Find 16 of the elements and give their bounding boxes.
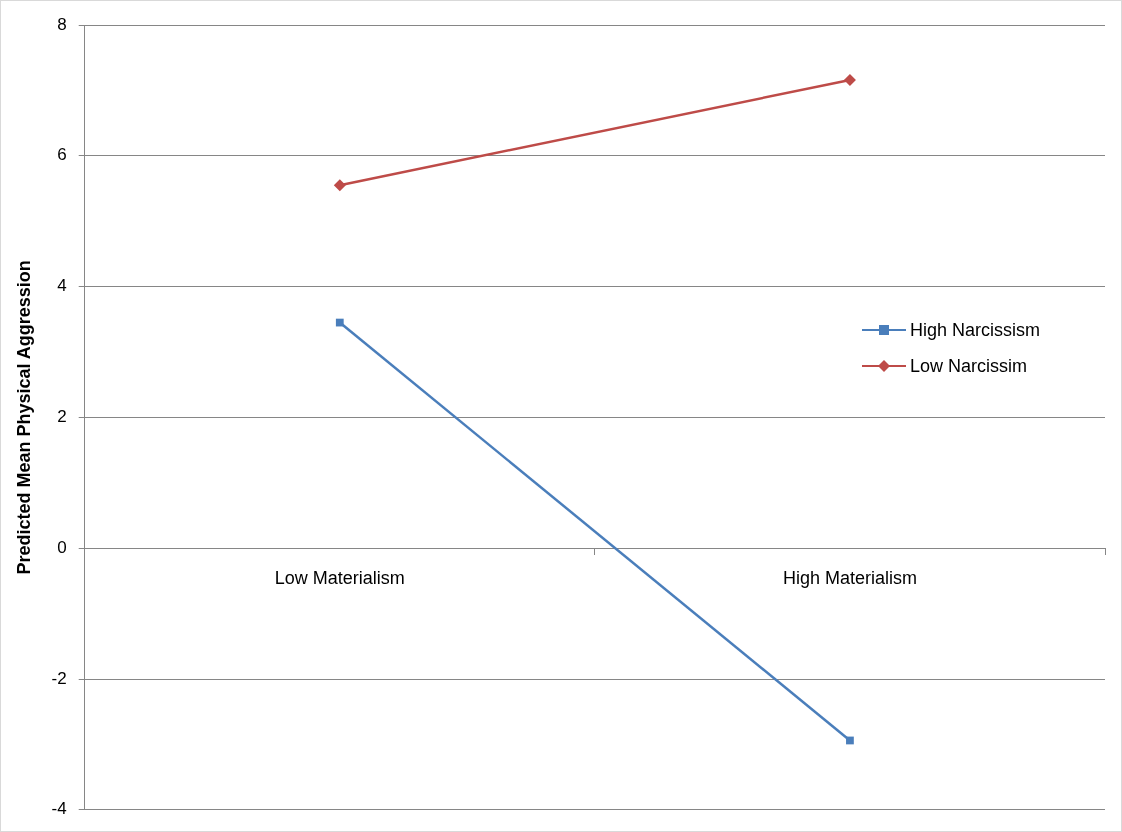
y-tick-label: -4 <box>51 799 67 819</box>
point <box>843 73 856 86</box>
y-tick-label: 4 <box>57 276 67 296</box>
y-tick-label: 8 <box>57 14 67 34</box>
x-tick-label: Low Materialism <box>274 567 405 588</box>
y-axis-title: Predicted Mean Physical Aggression <box>13 260 34 575</box>
point <box>333 179 346 192</box>
y-tick-label: 2 <box>57 407 67 427</box>
legend-label: High Narcissism <box>910 319 1041 341</box>
legend-label: Low Narcissim <box>910 355 1028 377</box>
point <box>846 736 854 745</box>
y-tick-label: 0 <box>57 537 67 557</box>
y-tick-label: 6 <box>57 145 67 165</box>
x-tick-label: High Materialism <box>782 567 917 588</box>
point <box>335 318 344 327</box>
y-tick-label: -2 <box>51 668 67 688</box>
